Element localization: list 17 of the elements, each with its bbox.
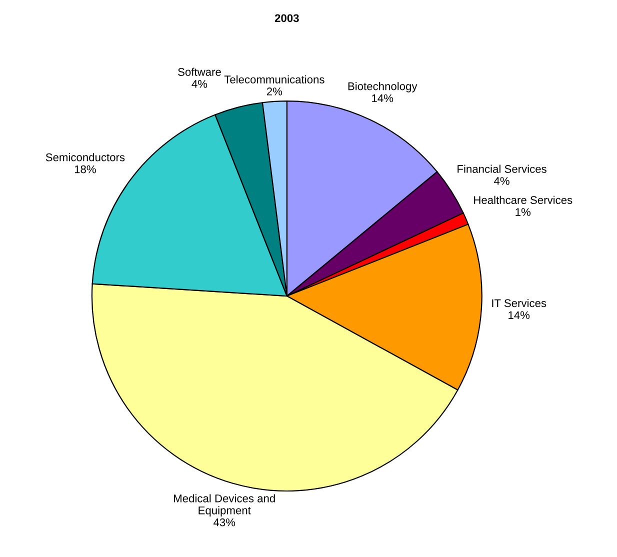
slice-label: Telecommunications [224, 75, 324, 84]
data-label: 1% [516, 208, 531, 216]
data-label: 18% [74, 165, 96, 174]
slice-label: Financial Services [458, 164, 546, 173]
data-label: 4% [192, 80, 208, 88]
slice-label: Biotechnology [348, 82, 418, 92]
data-label: 2% [266, 88, 282, 96]
slice-label: Software [178, 68, 221, 76]
data-label: 4% [494, 177, 510, 185]
slice-label: IT Services [492, 298, 546, 308]
data-label: 14% [372, 94, 394, 102]
slice-label: Healthcare Services [474, 196, 572, 204]
slice-label: Medical Devices and Equipment [174, 494, 275, 517]
slice-label: Semiconductors [46, 153, 125, 162]
data-label: 43% [213, 518, 236, 526]
chart-title: 2003 [274, 14, 299, 22]
data-label: 14% [508, 311, 530, 320]
